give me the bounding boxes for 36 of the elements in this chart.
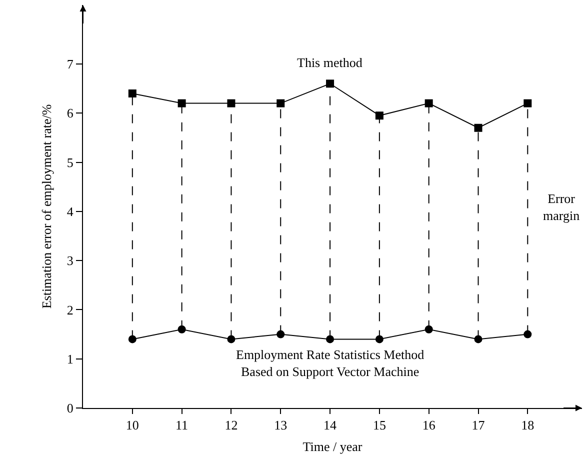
x-tick-label: 15: [372, 418, 386, 433]
x-tick-label: 12: [224, 418, 238, 433]
point: [326, 80, 334, 88]
point: [474, 124, 482, 132]
y-tick-label: 5: [66, 154, 74, 170]
point: [276, 99, 285, 108]
y-tick-label: 1: [66, 351, 74, 366]
x-tick-label: 11: [176, 418, 188, 433]
point: [178, 325, 186, 334]
point: [178, 99, 186, 108]
y-tick-label: 4: [66, 204, 74, 219]
point: [375, 112, 384, 120]
x-tick-label: 10: [126, 418, 139, 433]
point: [128, 335, 136, 344]
y-tick-label: 3: [66, 253, 74, 268]
y-axis-title: Estimation error of employment rate/%: [38, 104, 54, 309]
y-tick-label: 0: [66, 400, 74, 416]
x-tick-label: 16: [422, 418, 436, 433]
point: [524, 99, 532, 108]
point: [128, 89, 136, 98]
annotation: Error margin: [543, 191, 580, 223]
point: [227, 99, 236, 108]
y-tick-label: 6: [66, 106, 74, 121]
y-tick-label: 2: [66, 302, 74, 318]
y-tick-label: 7: [66, 56, 74, 72]
point: [424, 325, 433, 334]
point: [424, 99, 433, 108]
x-tick-label: 13: [274, 418, 288, 433]
x-tick-label: 18: [521, 418, 534, 433]
series-label: Employment Rate Statistics Method Based on Support Vector Machine: [236, 347, 425, 379]
x-tick-label: 17: [472, 418, 486, 433]
point: [326, 335, 334, 344]
series-label: This method: [297, 55, 363, 70]
x-axis-title: Time / year: [302, 439, 363, 454]
point: [375, 335, 384, 344]
x-tick-label: 14: [324, 418, 338, 433]
